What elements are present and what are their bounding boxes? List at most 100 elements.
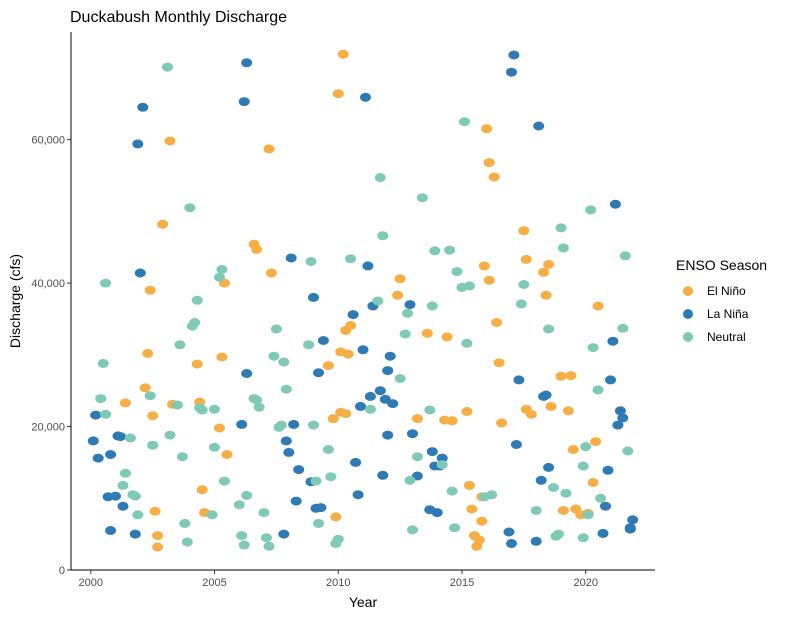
data-point xyxy=(278,357,290,367)
data-point xyxy=(411,414,423,424)
data-point xyxy=(110,491,121,501)
data-point xyxy=(614,406,626,416)
data-point xyxy=(478,261,490,271)
data-point xyxy=(164,136,176,146)
data-point xyxy=(377,231,389,241)
data-point xyxy=(463,281,475,291)
y-axis-ticks: 0 20,000 40,000 60,000 xyxy=(31,135,71,577)
data-point xyxy=(313,368,324,378)
legend-key xyxy=(683,332,693,342)
data-point xyxy=(251,244,263,254)
y-tick-label: 60,000 xyxy=(31,135,65,147)
data-point xyxy=(411,452,423,462)
data-point xyxy=(152,542,164,552)
data-point xyxy=(293,465,305,475)
data-point xyxy=(627,515,639,525)
data-point xyxy=(360,92,371,102)
data-point xyxy=(119,398,131,408)
y-tick-label: 20,000 xyxy=(31,422,65,434)
data-point xyxy=(87,436,99,446)
data-point xyxy=(407,429,418,439)
data-point xyxy=(327,414,339,424)
data-point xyxy=(92,453,104,463)
data-point xyxy=(622,446,634,456)
data-point xyxy=(399,329,411,339)
data-point xyxy=(577,461,589,471)
data-point xyxy=(565,371,577,381)
data-point xyxy=(129,529,141,539)
data-point xyxy=(290,496,302,506)
data-point xyxy=(595,493,607,503)
data-point xyxy=(117,480,129,490)
series-2 xyxy=(95,62,634,551)
data-point xyxy=(268,351,280,361)
data-point xyxy=(189,318,201,327)
data-point xyxy=(567,445,579,454)
data-point xyxy=(483,158,495,168)
legend: ENSO Season El Niño La Niña Neutral xyxy=(676,257,767,344)
data-point xyxy=(421,328,433,338)
data-point xyxy=(100,278,112,288)
data-point xyxy=(179,518,191,528)
data-point xyxy=(164,430,176,440)
data-point xyxy=(238,97,250,107)
data-point xyxy=(543,462,555,472)
data-point xyxy=(402,308,413,318)
data-point xyxy=(139,383,151,393)
data-point xyxy=(310,476,322,486)
data-point xyxy=(540,290,552,300)
data-point xyxy=(392,290,404,300)
data-point xyxy=(506,67,517,77)
data-point xyxy=(209,442,220,452)
x-tick-label: 2015 xyxy=(450,577,474,589)
data-point xyxy=(241,490,253,500)
data-point xyxy=(209,404,220,414)
data-point xyxy=(441,332,453,342)
data-point xyxy=(374,173,386,183)
data-point xyxy=(303,340,315,350)
data-point xyxy=(132,510,144,520)
legend-items: El Niño La Niña Neutral xyxy=(683,284,749,344)
data-point xyxy=(263,144,275,154)
data-point xyxy=(115,432,126,442)
data-point xyxy=(476,516,488,526)
data-point xyxy=(174,340,186,350)
data-point xyxy=(446,416,458,426)
data-point xyxy=(162,62,173,72)
data-point xyxy=(473,535,485,545)
data-point xyxy=(557,243,569,253)
data-point xyxy=(508,50,520,60)
data-point xyxy=(100,409,112,419)
data-point xyxy=(251,395,263,405)
data-point xyxy=(270,324,282,334)
data-point xyxy=(503,527,515,537)
legend-label: La Niña xyxy=(707,307,749,321)
data-point xyxy=(236,531,248,541)
data-point xyxy=(191,359,203,369)
data-point xyxy=(364,391,376,401)
data-point xyxy=(407,525,418,535)
data-point xyxy=(518,226,530,236)
data-point xyxy=(404,300,416,310)
data-point xyxy=(275,420,287,430)
data-point xyxy=(543,324,555,334)
y-tick-label: 40,000 xyxy=(31,278,65,290)
y-axis-title: Discharge (cfs) xyxy=(7,254,23,348)
data-point xyxy=(557,506,569,515)
data-point xyxy=(602,465,614,475)
data-point xyxy=(436,460,448,470)
x-tick-label: 2020 xyxy=(573,577,597,589)
data-point xyxy=(612,420,624,430)
data-point xyxy=(196,405,208,415)
data-point xyxy=(317,336,329,345)
data-point xyxy=(384,351,396,361)
data-point xyxy=(236,419,248,429)
data-point xyxy=(592,301,604,311)
data-point xyxy=(582,510,594,520)
data-point xyxy=(520,254,532,264)
legend-key xyxy=(683,309,693,319)
data-point xyxy=(214,272,225,282)
data-point xyxy=(261,533,272,543)
data-point xyxy=(105,450,117,459)
data-point xyxy=(510,440,522,449)
